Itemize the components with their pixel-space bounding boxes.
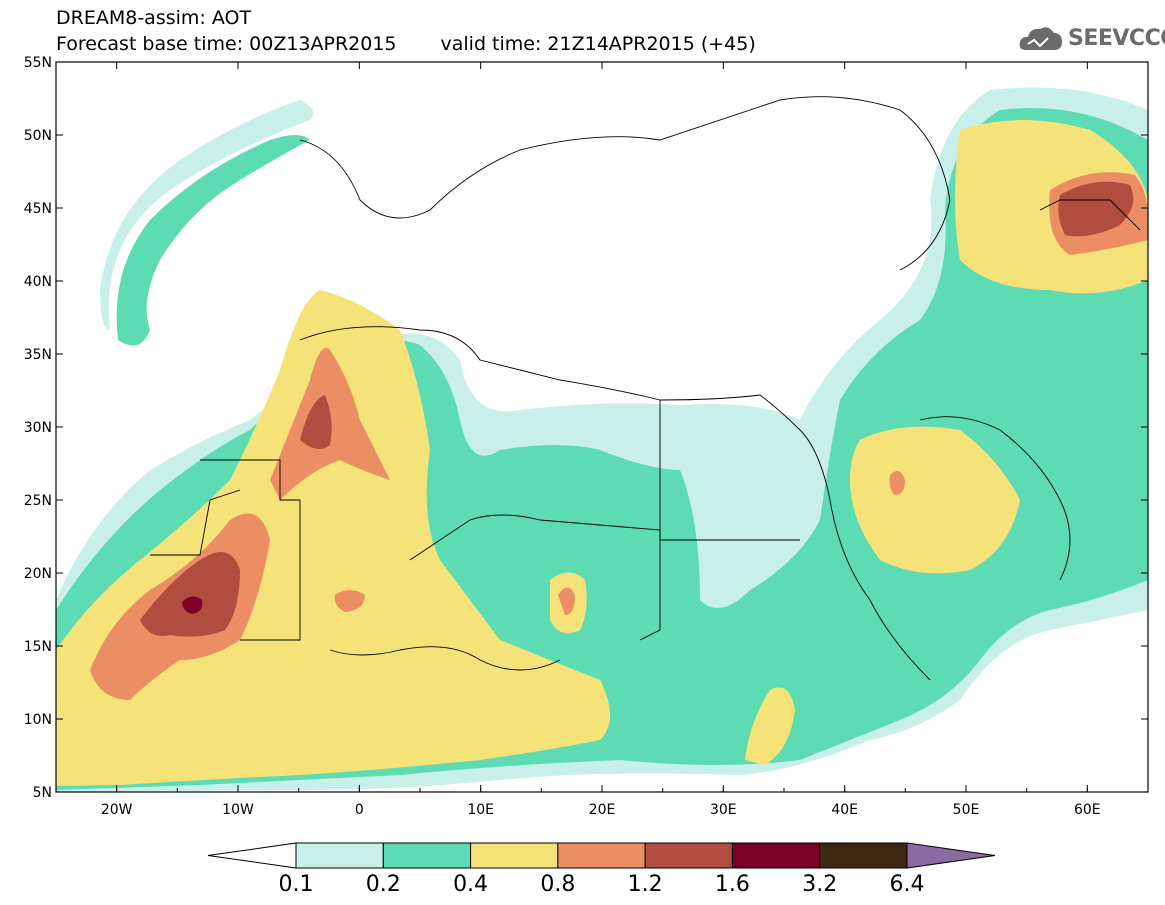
aot-band-0.2-atlantic bbox=[116, 135, 311, 346]
colorbar-level-label: 3.2 bbox=[802, 872, 838, 897]
plot-title: DREAM8-assim: AOT bbox=[56, 7, 252, 29]
cloud-icon bbox=[1019, 27, 1062, 50]
lat-label: 25N bbox=[24, 493, 52, 509]
aot-band-1.2 bbox=[140, 552, 240, 637]
country-borders bbox=[150, 96, 1141, 681]
lon-label: 50E bbox=[953, 802, 980, 818]
colorbar-level-label: 1.2 bbox=[627, 872, 663, 897]
aot-band-0.4-mideast bbox=[850, 426, 1020, 574]
aot-band-1.2-caspian bbox=[1058, 181, 1134, 237]
forecast-times: Forecast base time: 00Z13APR2015 valid ti… bbox=[56, 34, 756, 54]
lat-label: 15N bbox=[24, 639, 52, 655]
colorbar-swatch bbox=[819, 842, 908, 869]
base-time: Forecast base time: 00Z13APR2015 bbox=[56, 33, 397, 55]
aot-band-0.4-ethiopia bbox=[745, 687, 795, 765]
aot-band-1.6 bbox=[182, 596, 203, 614]
lon-label: 20E bbox=[589, 802, 616, 818]
lat-label: 5N bbox=[33, 785, 52, 801]
colorbar-level-label: 1.6 bbox=[714, 872, 750, 897]
aot-band-1.2-atlas bbox=[300, 395, 332, 449]
aot-contours bbox=[56, 87, 1148, 792]
colorbar-level-label: 0.8 bbox=[540, 872, 576, 897]
aot-band-0.1-atlantic bbox=[100, 100, 314, 330]
colorbar-level-label: 6.4 bbox=[889, 872, 925, 897]
colorbar-low-triangle bbox=[207, 842, 297, 869]
aot-band-0.8-chad bbox=[558, 587, 575, 615]
colorbar-level-label: 0.1 bbox=[278, 872, 314, 897]
colorbar-level-label: 0.4 bbox=[453, 872, 489, 897]
aot-band-0.4 bbox=[56, 290, 610, 786]
colorbar-level-label: 0.2 bbox=[365, 872, 401, 897]
lon-label: 10E bbox=[467, 802, 494, 818]
lat-label: 45N bbox=[24, 201, 52, 217]
aot-band-0.8-mali bbox=[334, 590, 365, 612]
valid-time: valid time: 21Z14APR2015 (+45) bbox=[440, 33, 756, 55]
lat-label: 55N bbox=[24, 55, 52, 71]
lat-label: 10N bbox=[24, 712, 52, 728]
latitude-axis: 55N 50N 45N 40N 35N 30N 25N 20N 15N 10N 5N bbox=[24, 55, 1148, 801]
colorbar-swatch bbox=[382, 842, 472, 869]
colorbar bbox=[207, 842, 996, 869]
lat-label: 20N bbox=[24, 566, 52, 582]
colorbar-swatch bbox=[557, 842, 646, 869]
seevccc-logo: SEEVCCC bbox=[1018, 20, 1165, 56]
colorbar-high-triangle bbox=[906, 842, 996, 869]
colorbar-swatch bbox=[295, 842, 384, 869]
lon-label: 10W bbox=[222, 802, 254, 818]
logo-text: SEEVCCC bbox=[1068, 26, 1165, 51]
lon-label: 30E bbox=[710, 802, 737, 818]
colorbar-swatch bbox=[470, 842, 559, 869]
lon-label: 40E bbox=[831, 802, 858, 818]
lat-label: 35N bbox=[24, 347, 52, 363]
lon-label: 20W bbox=[101, 802, 133, 818]
lat-label: 30N bbox=[24, 420, 52, 436]
longitude-axis: 20W 10W 0 10E 20E 30E 40E 50E 60E bbox=[55, 62, 1149, 818]
lat-label: 50N bbox=[24, 128, 52, 144]
lon-label: 0 bbox=[355, 802, 364, 818]
aot-band-0.8-arabia bbox=[889, 471, 905, 495]
lat-label: 40N bbox=[24, 274, 52, 290]
colorbar-swatch bbox=[644, 842, 733, 869]
lon-label: 60E bbox=[1074, 802, 1101, 818]
colorbar-swatch bbox=[731, 842, 821, 869]
